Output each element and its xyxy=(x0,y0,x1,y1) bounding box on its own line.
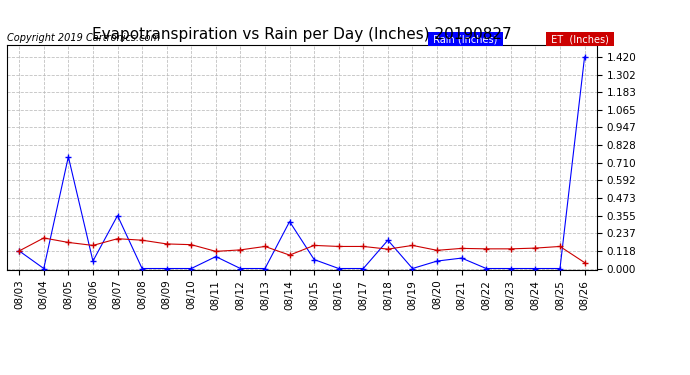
Text: Copyright 2019 Cartronics.com: Copyright 2019 Cartronics.com xyxy=(7,33,160,43)
Title: Evapotranspiration vs Rain per Day (Inches) 20190827: Evapotranspiration vs Rain per Day (Inch… xyxy=(92,27,512,42)
Text: Rain (Inches): Rain (Inches) xyxy=(430,34,501,44)
Text: ET  (Inches): ET (Inches) xyxy=(549,34,612,44)
